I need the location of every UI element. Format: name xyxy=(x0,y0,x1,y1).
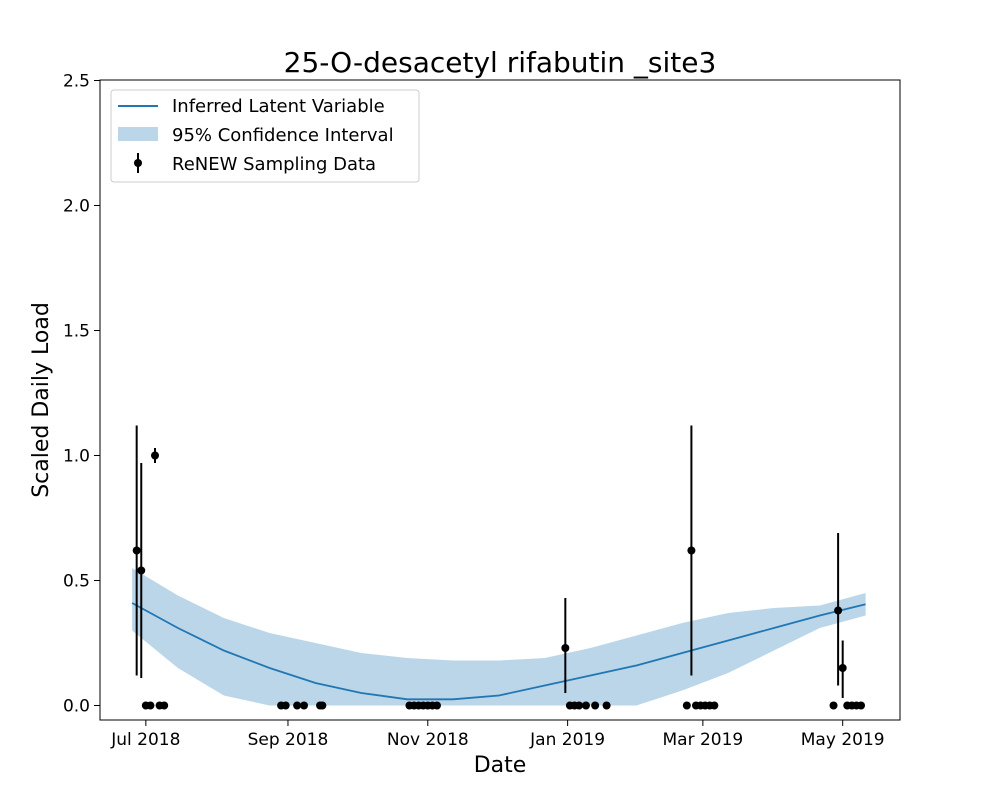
sampling-point xyxy=(146,701,155,710)
x-tick-label: Sep 2018 xyxy=(248,730,329,750)
x-axis-ticks: Jul 2018 Sep 2018 Nov 2018 Jan 2019 Mar 2019… xyxy=(110,720,885,750)
legend-label-ci: 95% Confidence Interval xyxy=(172,125,394,146)
legend-label-latent: Inferred Latent Variable xyxy=(172,96,385,117)
sampling-point xyxy=(151,451,160,460)
sampling-point xyxy=(432,701,441,710)
confidence-band xyxy=(132,568,866,706)
y-axis-label: Scaled Daily Load xyxy=(29,302,54,498)
confidence-band-layer xyxy=(132,568,866,706)
y-tick-label: 1.0 xyxy=(63,447,90,467)
y-tick-label: 2.0 xyxy=(63,197,90,217)
sampling-point xyxy=(687,546,696,555)
sampling-point xyxy=(602,701,611,710)
sampling-point xyxy=(300,701,309,710)
y-tick-label: 2.5 xyxy=(63,72,90,92)
x-tick-label: Mar 2019 xyxy=(662,730,743,750)
legend-band-swatch xyxy=(118,127,158,141)
sampling-point xyxy=(591,701,600,710)
sampling-point xyxy=(132,546,141,555)
sampling-point xyxy=(829,701,838,710)
sampling-point xyxy=(281,701,290,710)
y-tick-label: 1.5 xyxy=(63,322,90,342)
x-tick-label: Jan 2019 xyxy=(529,730,605,750)
chart-title: 25-O-desacetyl rifabutin _site3 xyxy=(284,46,717,79)
x-tick-label: Nov 2018 xyxy=(387,730,469,750)
x-tick-label: May 2019 xyxy=(801,730,885,750)
sampling-points-layer xyxy=(132,425,866,710)
sampling-point xyxy=(293,701,302,710)
sampling-point xyxy=(834,606,843,615)
sampling-point xyxy=(318,701,327,710)
sampling-point xyxy=(682,701,691,710)
legend-label-data: ReNEW Sampling Data xyxy=(172,154,376,175)
sampling-point xyxy=(857,701,866,710)
y-tick-label: 0.5 xyxy=(63,572,90,592)
y-tick-label: 0.0 xyxy=(63,697,90,717)
sampling-point xyxy=(561,644,570,652)
legend-point-swatch xyxy=(134,159,142,167)
sampling-point xyxy=(137,566,146,575)
sampling-point xyxy=(838,664,847,672)
legend: Inferred Latent Variable 95% Confidence … xyxy=(110,89,420,183)
latent-line-layer xyxy=(131,602,866,701)
sampling-point xyxy=(581,701,590,710)
legend-box xyxy=(110,89,420,183)
y-axis-ticks: 0.0 0.5 1.0 1.5 2.0 2.5 xyxy=(63,72,100,717)
sampling-point xyxy=(710,701,719,710)
plot-area-frame xyxy=(99,79,901,721)
latent-variable-line xyxy=(131,602,866,701)
sampling-point xyxy=(160,701,169,710)
sampling-point xyxy=(575,701,584,710)
x-axis-label: Date xyxy=(474,753,527,778)
x-tick-label: Jul 2018 xyxy=(110,730,180,750)
